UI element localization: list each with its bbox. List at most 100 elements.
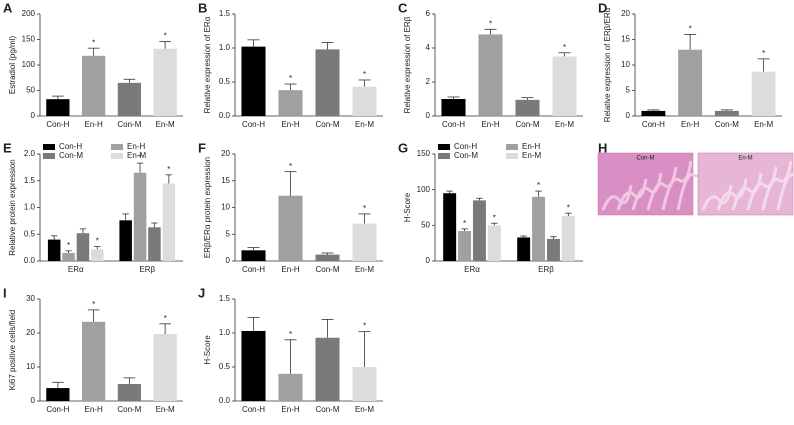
significance-mark: * bbox=[537, 181, 540, 190]
y-tick-label: 0.0 bbox=[219, 396, 231, 405]
x-tick-label: ERβ bbox=[139, 265, 155, 274]
legend-swatch bbox=[111, 153, 123, 159]
panel-label: D bbox=[598, 0, 607, 15]
x-tick-label: ERα bbox=[464, 265, 480, 274]
x-tick-label: ERβ bbox=[538, 265, 554, 274]
x-tick-label: En-M bbox=[355, 120, 374, 129]
tissue-fold bbox=[701, 184, 733, 211]
bar bbox=[352, 86, 377, 116]
significance-mark: * bbox=[167, 165, 170, 174]
significance-mark: * bbox=[289, 74, 292, 83]
panel-label: C bbox=[398, 0, 408, 15]
bar bbox=[315, 337, 340, 401]
bar bbox=[46, 388, 70, 401]
legend-swatch bbox=[43, 153, 55, 159]
bar bbox=[352, 367, 377, 401]
x-tick-label: En-H bbox=[281, 405, 299, 414]
x-tick-label: En-H bbox=[85, 120, 103, 129]
bar bbox=[487, 225, 501, 261]
bar bbox=[76, 233, 90, 261]
bar bbox=[751, 71, 776, 116]
y-tick-label: 1.5 bbox=[219, 294, 231, 303]
x-tick-label: En-H bbox=[481, 120, 499, 129]
y-tick-label: 200 bbox=[22, 9, 36, 18]
significance-mark: * bbox=[96, 237, 99, 246]
bar bbox=[241, 330, 266, 401]
bar bbox=[315, 254, 340, 261]
legend-swatch bbox=[506, 153, 518, 159]
legend-label: Con-M bbox=[454, 151, 478, 160]
significance-mark: * bbox=[363, 70, 366, 79]
image-label: Con-M bbox=[636, 156, 654, 162]
bar bbox=[162, 183, 176, 261]
bar bbox=[241, 46, 266, 116]
legend-swatch bbox=[438, 144, 450, 150]
bar bbox=[153, 334, 177, 401]
legend-swatch bbox=[111, 144, 123, 150]
tissue-fold bbox=[601, 184, 633, 211]
y-tick-label: 50 bbox=[26, 86, 35, 95]
y-tick-label: 0.5 bbox=[24, 229, 36, 238]
bar bbox=[515, 99, 540, 116]
bar bbox=[441, 99, 466, 116]
x-tick-label: En-M bbox=[156, 405, 175, 414]
y-tick-label: 1.0 bbox=[219, 328, 231, 337]
y-tick-label: 0 bbox=[626, 111, 631, 120]
legend-label: Con-H bbox=[454, 142, 477, 151]
y-tick-label: 5 bbox=[226, 229, 231, 238]
y-tick-label: 100 bbox=[417, 185, 431, 194]
x-tick-label: ERα bbox=[68, 265, 84, 274]
significance-mark: * bbox=[363, 204, 366, 213]
bar bbox=[458, 231, 472, 261]
panel-label: G bbox=[398, 140, 408, 155]
bar bbox=[532, 196, 546, 261]
y-tick-label: 0 bbox=[31, 111, 36, 120]
significance-mark: * bbox=[289, 162, 292, 171]
bar bbox=[352, 223, 377, 261]
y-axis-title: H-Score bbox=[203, 335, 212, 365]
bar bbox=[678, 49, 703, 117]
bar bbox=[278, 90, 303, 116]
bar bbox=[714, 110, 739, 116]
x-tick-label: Con-M bbox=[515, 120, 539, 129]
bar bbox=[278, 373, 303, 401]
bar bbox=[153, 48, 177, 116]
bar bbox=[241, 250, 266, 261]
y-tick-label: 10 bbox=[621, 60, 630, 69]
x-tick-label: Con-M bbox=[117, 120, 141, 129]
panel-label: J bbox=[198, 285, 205, 300]
bar bbox=[552, 56, 577, 116]
legend-swatch bbox=[438, 153, 450, 159]
significance-mark: * bbox=[138, 153, 141, 162]
image-label: En-M bbox=[738, 156, 752, 162]
y-tick-label: 150 bbox=[22, 35, 36, 44]
y-tick-label: 0 bbox=[31, 396, 36, 405]
x-tick-label: Con-H bbox=[242, 120, 265, 129]
significance-mark: * bbox=[567, 203, 570, 212]
x-tick-label: Con-H bbox=[46, 405, 69, 414]
y-axis-title: Estradiol (pg/ml) bbox=[8, 36, 17, 95]
bar bbox=[315, 49, 340, 116]
y-tick-label: 15 bbox=[621, 35, 630, 44]
x-tick-label: Con-H bbox=[242, 405, 265, 414]
y-axis-title: Relative expression of ERα bbox=[203, 16, 212, 113]
legend-label: Con-H bbox=[59, 142, 82, 151]
y-axis-title: H-Score bbox=[403, 192, 412, 222]
panel-label: B bbox=[198, 0, 207, 15]
tissue-fold bbox=[761, 160, 793, 211]
x-tick-label: En-H bbox=[85, 405, 103, 414]
y-tick-label: 2 bbox=[426, 77, 431, 86]
tissue-fold bbox=[661, 160, 693, 211]
legend-label: Con-M bbox=[59, 151, 83, 160]
significance-mark: * bbox=[164, 32, 167, 41]
bar bbox=[119, 220, 132, 261]
bar bbox=[546, 238, 560, 261]
y-axis-title: Relative protein expression bbox=[8, 159, 17, 256]
x-tick-label: En-H bbox=[281, 120, 299, 129]
y-tick-label: 0 bbox=[426, 256, 431, 265]
y-tick-label: 10 bbox=[26, 362, 35, 371]
y-tick-label: 0.0 bbox=[24, 256, 36, 265]
tissue-fold bbox=[746, 166, 778, 211]
significance-mark: * bbox=[762, 49, 765, 58]
